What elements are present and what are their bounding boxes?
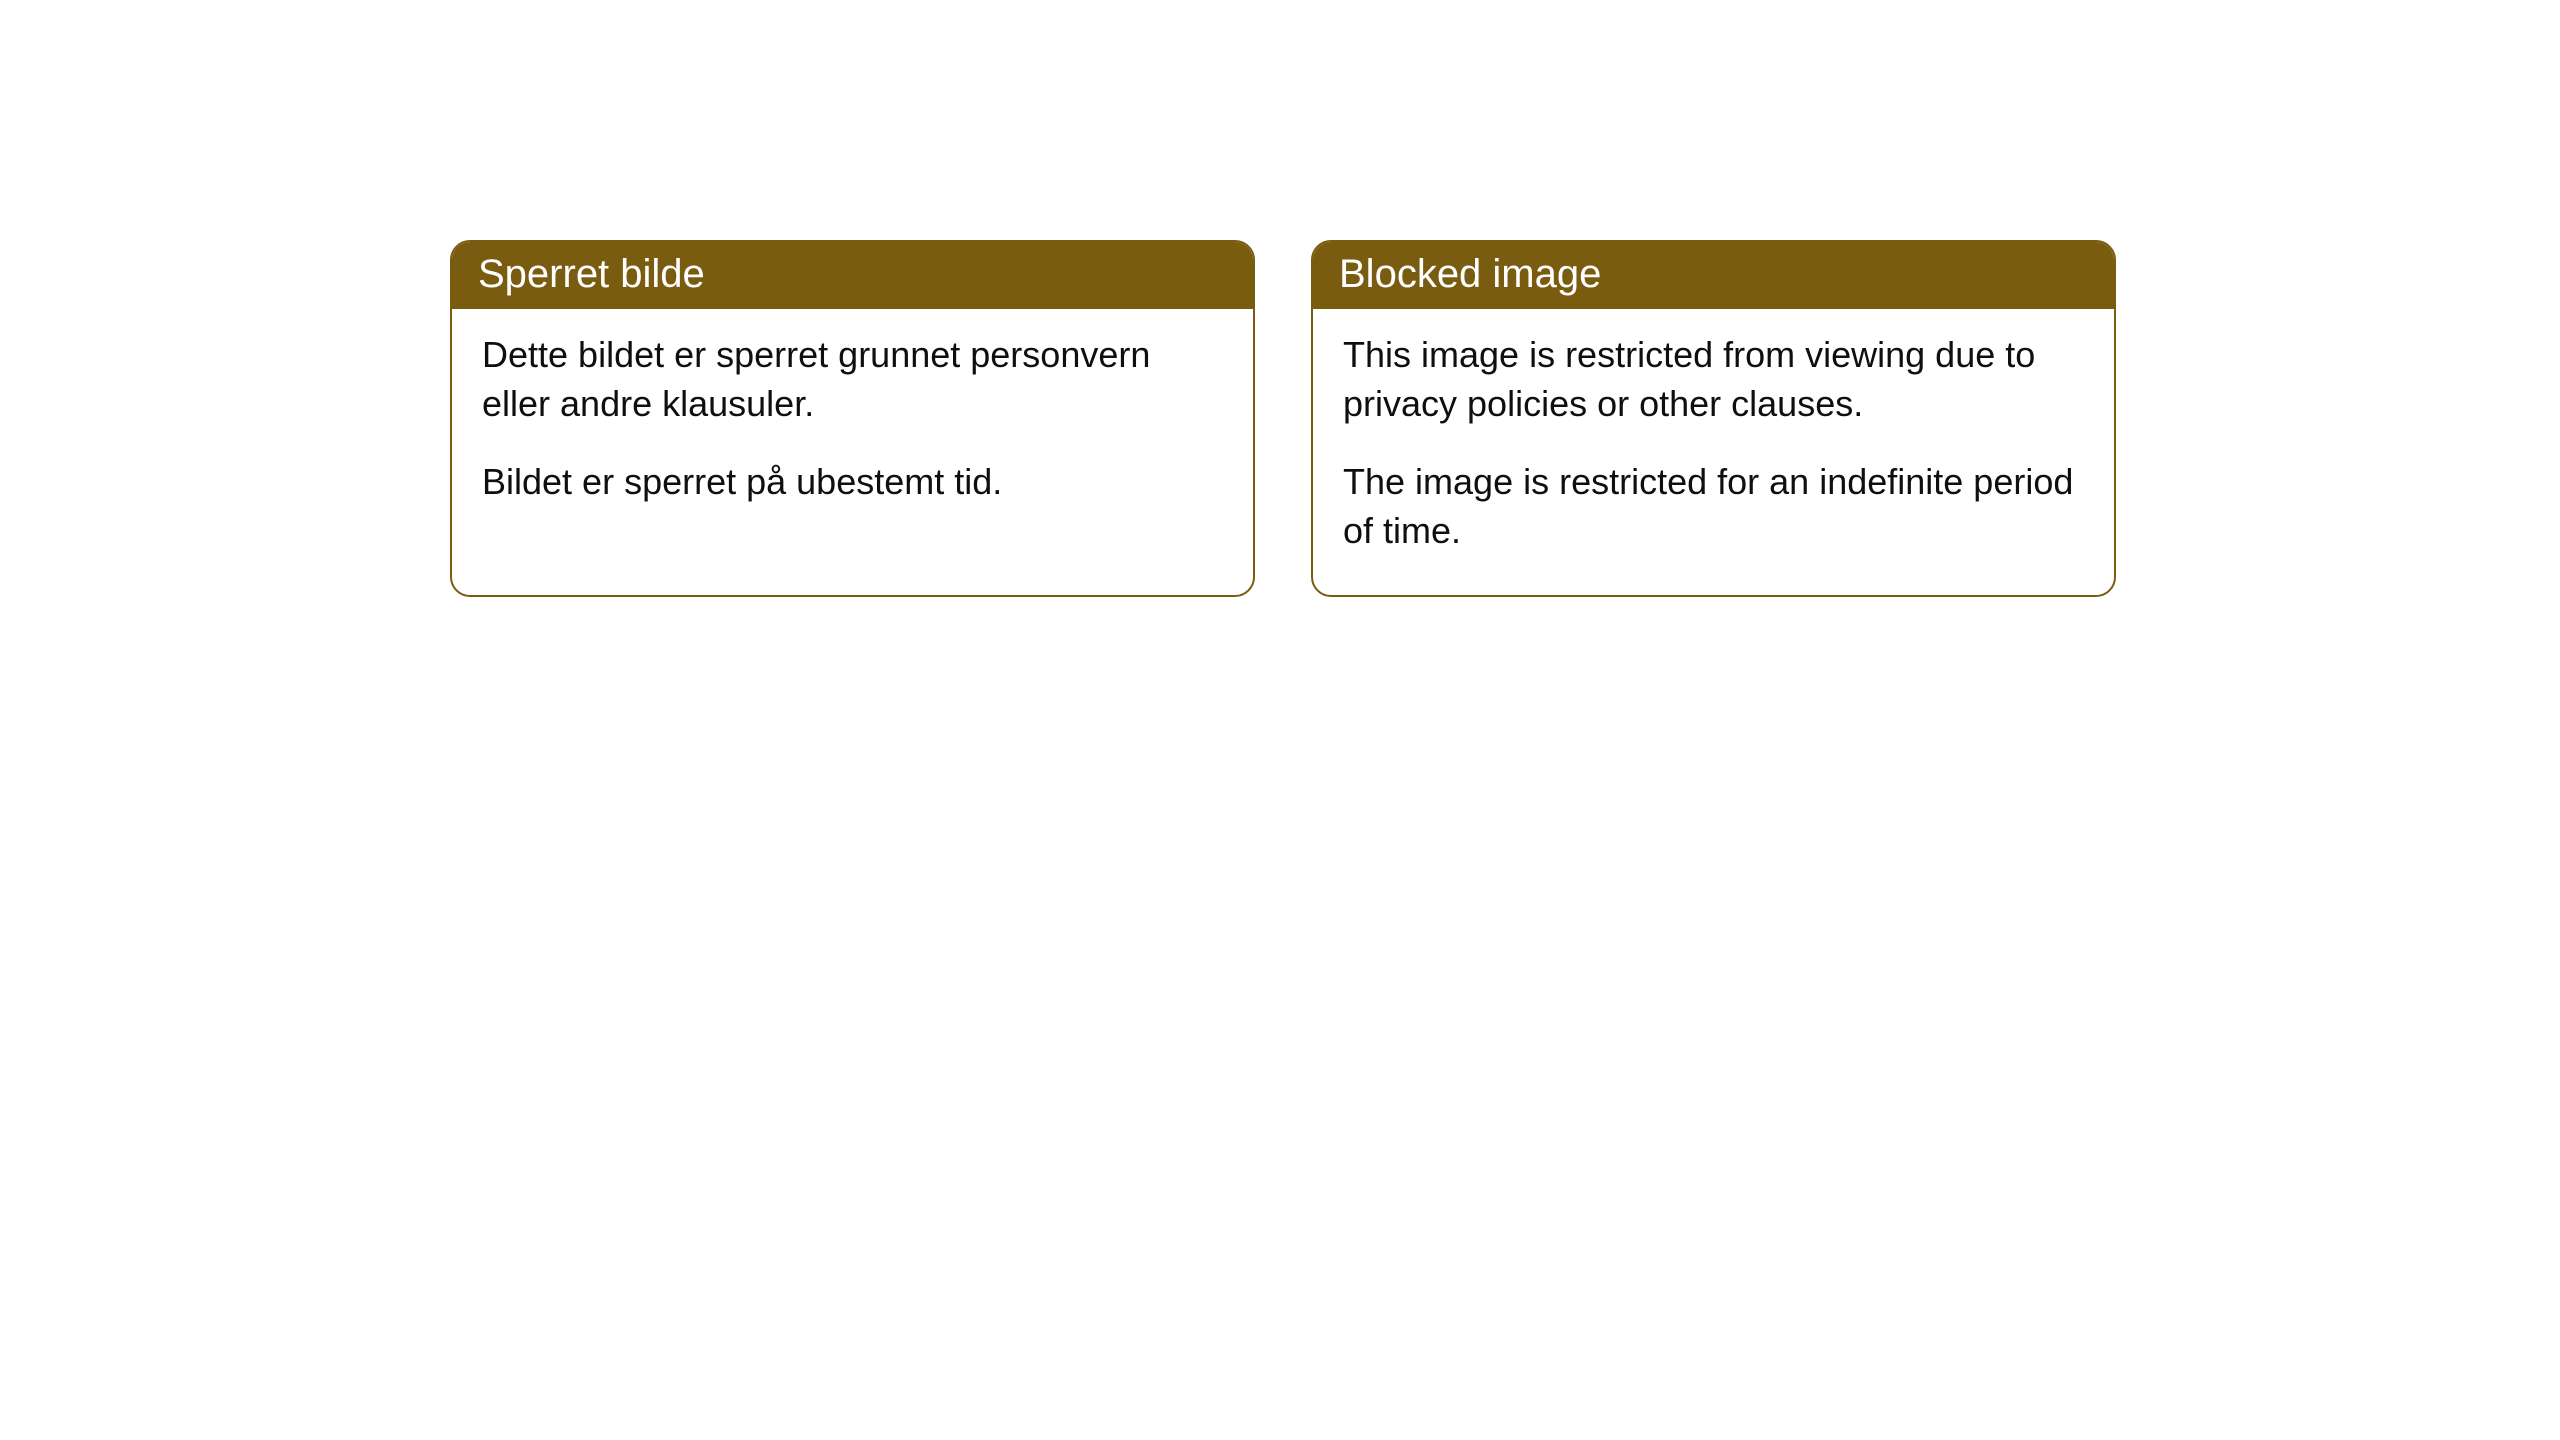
notice-paragraph: The image is restricted for an indefinit… — [1343, 458, 2084, 555]
notice-card-norwegian: Sperret bilde Dette bildet er sperret gr… — [450, 240, 1255, 597]
notice-card-english: Blocked image This image is restricted f… — [1311, 240, 2116, 597]
notice-title-norwegian: Sperret bilde — [452, 242, 1253, 309]
notice-container: Sperret bilde Dette bildet er sperret gr… — [0, 0, 2560, 597]
notice-paragraph: This image is restricted from viewing du… — [1343, 331, 2084, 428]
notice-paragraph: Bildet er sperret på ubestemt tid. — [482, 458, 1223, 507]
notice-paragraph: Dette bildet er sperret grunnet personve… — [482, 331, 1223, 428]
notice-body-english: This image is restricted from viewing du… — [1313, 309, 2114, 595]
notice-title-english: Blocked image — [1313, 242, 2114, 309]
notice-body-norwegian: Dette bildet er sperret grunnet personve… — [452, 309, 1253, 547]
